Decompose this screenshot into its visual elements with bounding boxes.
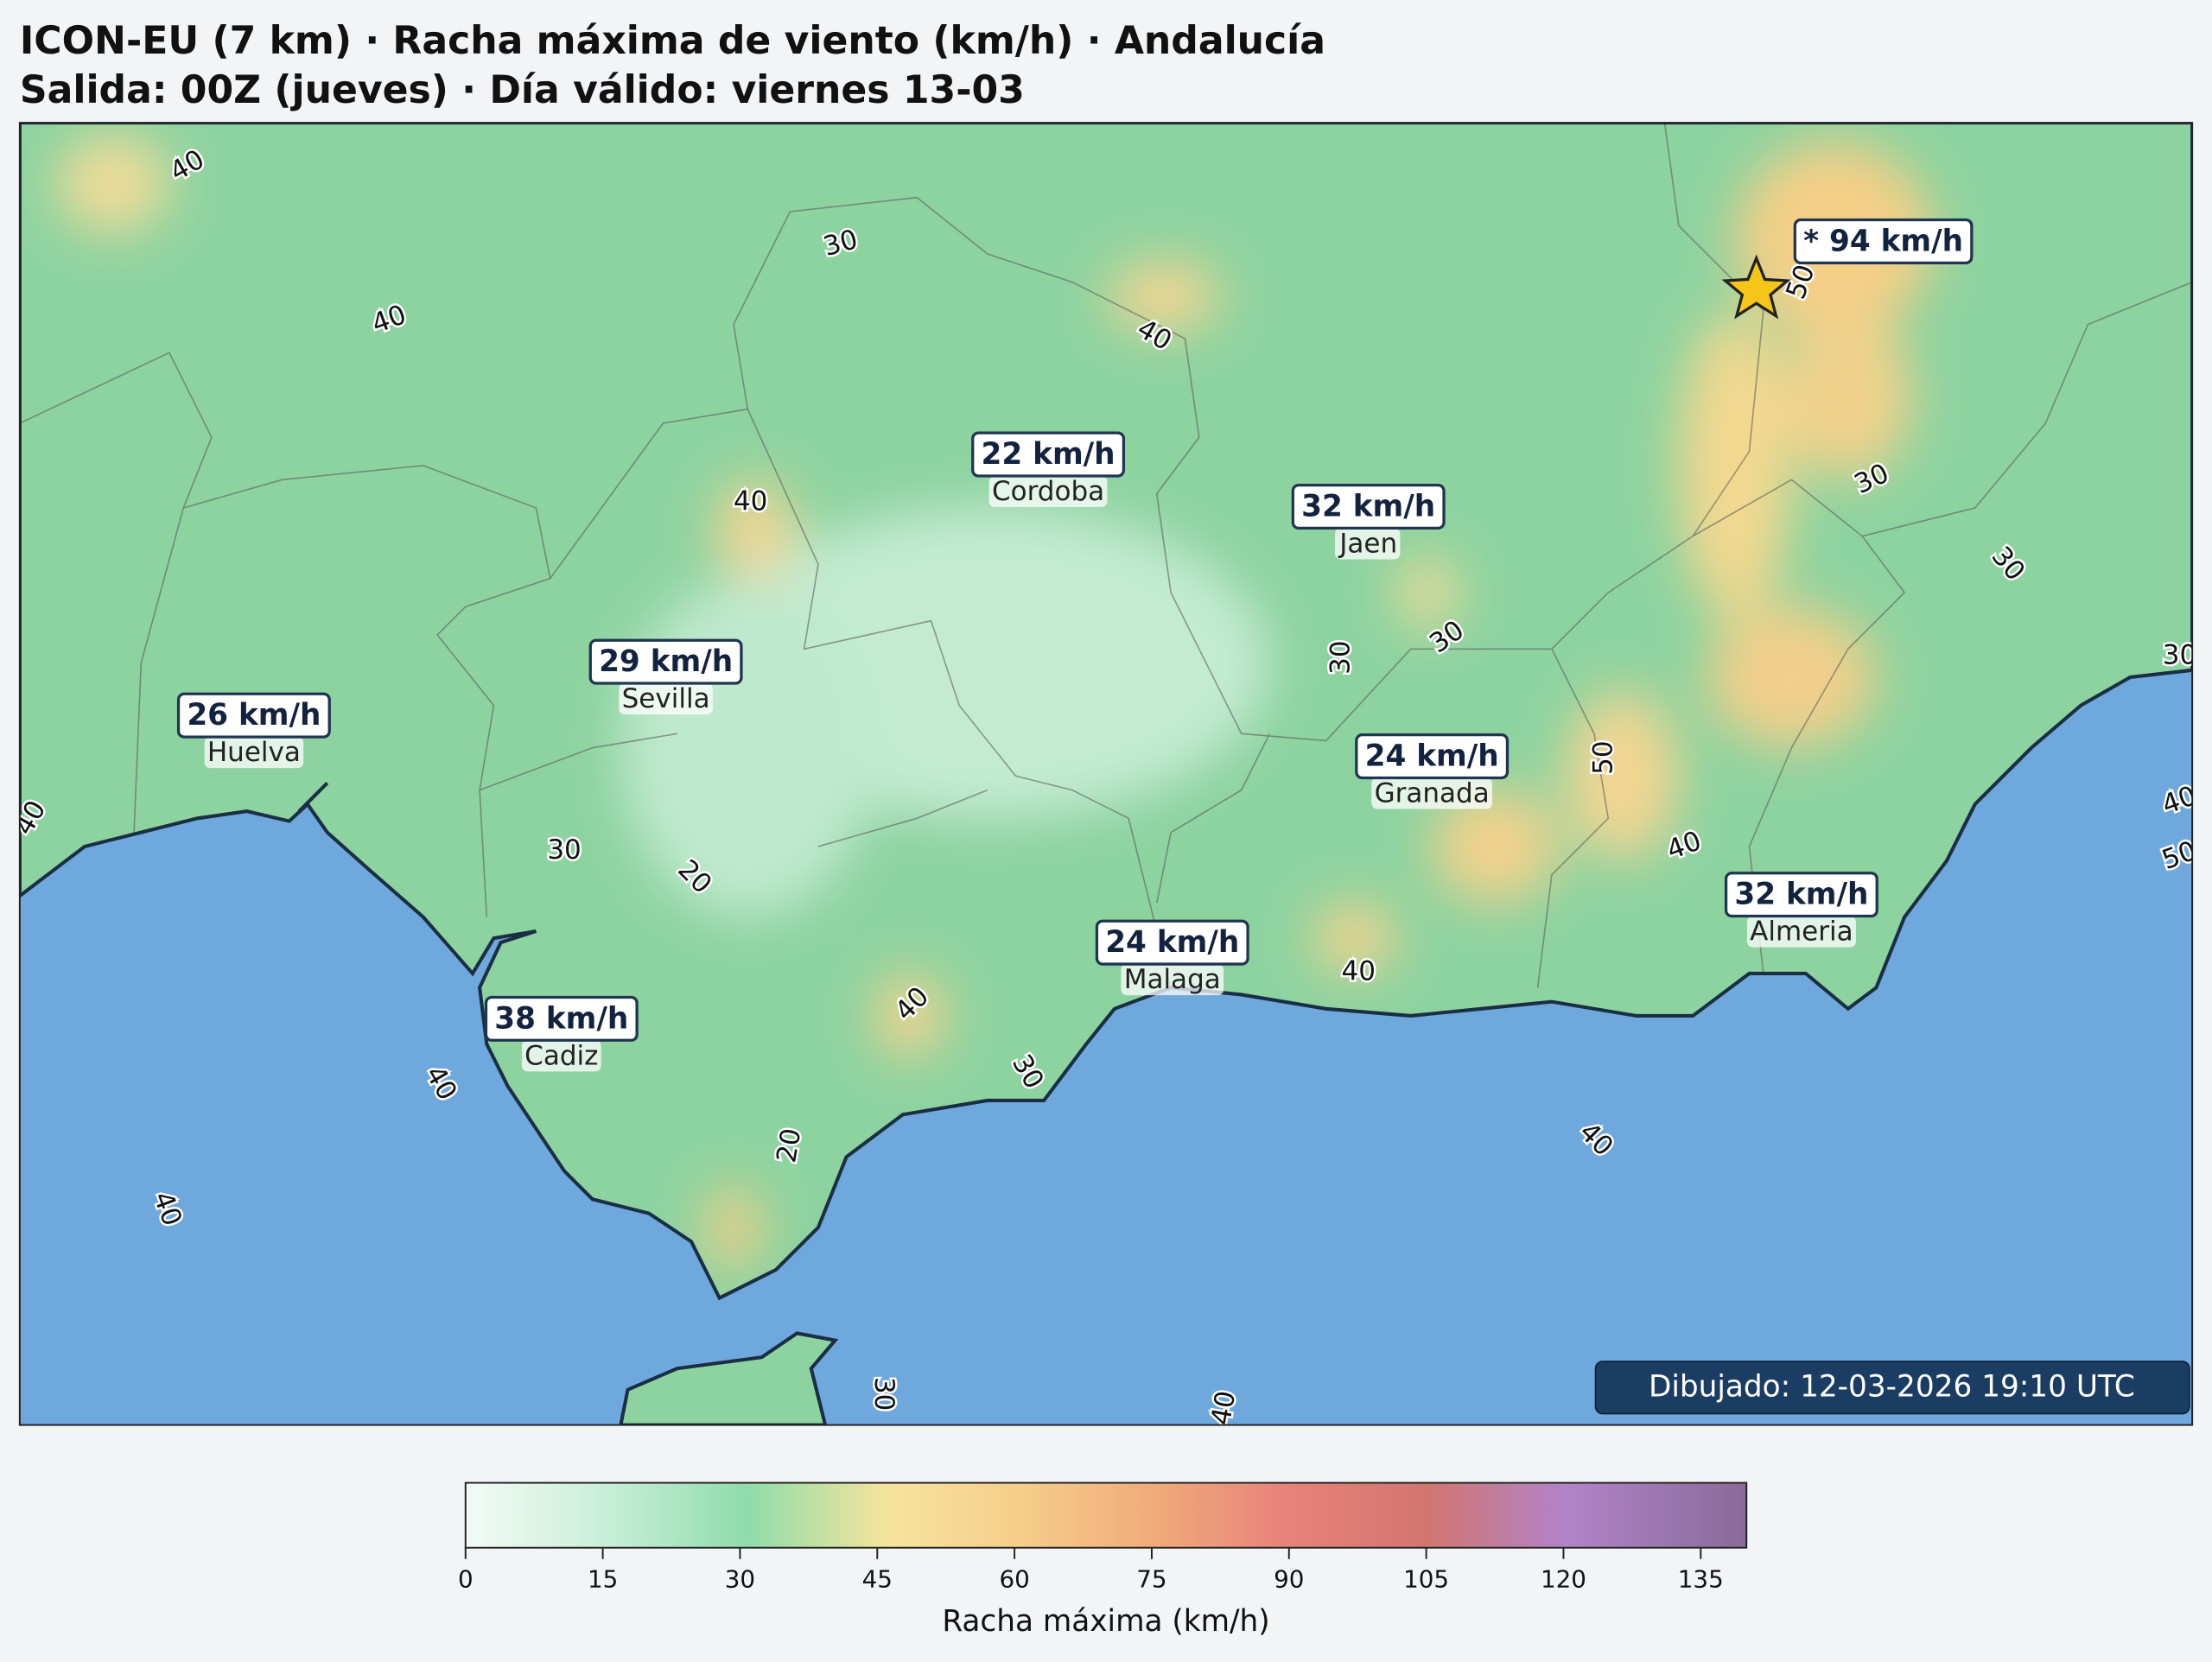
city-name: Malaga — [1124, 964, 1221, 995]
value-box — [1724, 872, 1878, 918]
title: ICON-EU (7 km) · Racha máxima de viento … — [20, 19, 1325, 63]
wind-field — [56, 134, 1933, 1270]
city: Jaen 32 km/h — [1291, 483, 1446, 560]
value-box — [588, 638, 743, 685]
borders — [19, 123, 2193, 988]
city-name: Cordoba — [992, 476, 1104, 507]
name-box — [1334, 528, 1401, 560]
tick-label: 0 — [458, 1564, 474, 1593]
city: Malaga 24 km/h — [1095, 919, 1249, 996]
river — [297, 782, 329, 813]
tick-label: 30 — [725, 1564, 755, 1593]
map-frame — [18, 122, 2194, 1426]
contour-label: 30 — [1325, 640, 1357, 674]
contour-label: 50 — [1587, 740, 1618, 774]
city-value: * 94 km/h — [1803, 224, 1963, 258]
tick-label: 105 — [1403, 1564, 1449, 1593]
name-box — [1371, 777, 1492, 809]
subtitle: Salida: 00Z (jueves) · Día válido: viern… — [20, 68, 1025, 112]
city: Cordoba 22 km/h — [971, 431, 1126, 508]
tick-label: 135 — [1678, 1564, 1724, 1593]
name-box — [1746, 916, 1856, 948]
city-name: Granada — [1375, 778, 1490, 809]
city-value: 32 km/h — [1301, 489, 1435, 523]
city: Sevilla 29 km/h — [588, 638, 743, 715]
city-value: 24 km/h — [1365, 739, 1499, 774]
africa-coast — [619, 1331, 839, 1425]
tick-label: 75 — [1136, 1564, 1166, 1593]
city-name: Cadiz — [524, 1040, 598, 1071]
contour-label: 40 — [734, 485, 767, 517]
city-value: 29 km/h — [599, 644, 733, 679]
city-value: 24 km/h — [1105, 925, 1239, 960]
tick-label: 60 — [999, 1564, 1029, 1593]
city-name: Sevilla — [622, 683, 710, 714]
contour-label: 30 — [2163, 639, 2196, 670]
contour-label: 30 — [547, 834, 581, 866]
max-star — [1721, 254, 1791, 320]
contour-label: 40 — [1342, 955, 1376, 986]
value-box — [1095, 919, 1249, 966]
cities: Cordoba 22 km/h Jaen 32 km/h Sevilla 29 km/h H… — [176, 431, 1878, 1072]
value-box — [484, 995, 639, 1042]
colorbar-label: Racha máxima (km/h) — [942, 1604, 1269, 1639]
name-box — [204, 737, 304, 769]
tick-label: 90 — [1274, 1564, 1304, 1593]
city: Huelva 26 km/h — [176, 692, 331, 769]
tick-label: 120 — [1541, 1564, 1586, 1593]
city-name: Jaen — [1338, 528, 1397, 559]
tick-label: 45 — [862, 1564, 893, 1593]
value-box — [1793, 218, 1974, 264]
name-box — [1121, 964, 1224, 996]
max-marker: * 94 km/h — [1793, 218, 1974, 264]
value-box — [176, 692, 331, 739]
city: Cadiz 38 km/h — [484, 995, 639, 1072]
city-value: 38 km/h — [494, 1001, 628, 1036]
name-box — [521, 1040, 601, 1072]
city: Almeria 32 km/h — [1724, 872, 1878, 948]
contour-label: 40 — [1205, 1388, 1242, 1427]
value-box — [1355, 733, 1510, 780]
city-name: Almeria — [1750, 917, 1853, 948]
city-value: 26 km/h — [187, 698, 321, 733]
city: Granada 24 km/h — [1355, 733, 1510, 809]
colorbar — [464, 1481, 1748, 1549]
tick-label: 15 — [588, 1564, 618, 1593]
name-box — [619, 683, 713, 715]
city-value: 32 km/h — [1734, 878, 1868, 912]
city-name: Huelva — [207, 737, 301, 768]
value-box — [971, 431, 1126, 478]
city-value: 22 km/h — [982, 437, 1116, 472]
value-box — [1291, 483, 1446, 530]
name-box — [988, 476, 1108, 508]
timestamp-box — [1594, 1361, 2190, 1415]
timestamp: Dibujado: 12-03-2026 19:10 UTC — [1649, 1370, 2135, 1405]
colorbar-ticks: 0 15 30 45 60 75 90 105 120 135 — [458, 1547, 1724, 1593]
contour-label: 30 — [868, 1377, 899, 1411]
contour-label: 20 — [771, 1126, 807, 1164]
